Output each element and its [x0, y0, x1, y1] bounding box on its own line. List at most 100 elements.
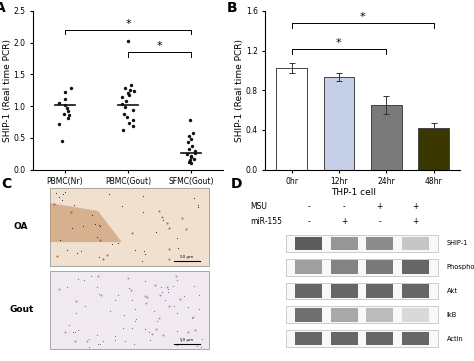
- Text: -: -: [307, 217, 310, 226]
- Text: 50 μm: 50 μm: [180, 255, 193, 258]
- Point: [118, 94, 126, 100]
- FancyBboxPatch shape: [366, 261, 393, 274]
- Point: [191, 149, 199, 155]
- Point: [129, 107, 137, 113]
- Text: MSU: MSU: [158, 193, 175, 202]
- Text: D: D: [230, 177, 242, 191]
- Point: [121, 104, 129, 110]
- Text: miR-155: miR-155: [251, 217, 283, 226]
- Point: [128, 82, 135, 88]
- Point: [125, 121, 132, 126]
- FancyBboxPatch shape: [286, 330, 438, 347]
- FancyBboxPatch shape: [366, 332, 393, 345]
- FancyBboxPatch shape: [295, 237, 322, 250]
- Text: IkB: IkB: [447, 312, 457, 318]
- Text: Gout: Gout: [9, 305, 34, 314]
- Text: MSU: MSU: [251, 202, 267, 211]
- FancyBboxPatch shape: [366, 308, 393, 322]
- Text: Phospho-Akt: Phospho-Akt: [447, 264, 474, 270]
- Text: THP-1 cell: THP-1 cell: [331, 187, 375, 196]
- Point: [124, 114, 131, 120]
- Point: [60, 111, 68, 117]
- Text: -: -: [378, 217, 381, 226]
- Text: *: *: [360, 12, 365, 22]
- Point: [123, 98, 130, 104]
- Text: +: +: [377, 202, 383, 211]
- Text: +: +: [341, 217, 347, 226]
- Point: [129, 117, 137, 123]
- Point: [119, 127, 127, 132]
- FancyBboxPatch shape: [331, 237, 357, 250]
- Point: [190, 156, 198, 162]
- Point: [65, 112, 73, 118]
- Point: [58, 138, 65, 144]
- FancyBboxPatch shape: [366, 237, 393, 250]
- Point: [64, 115, 72, 121]
- Point: [186, 117, 193, 123]
- Text: *: *: [125, 19, 131, 29]
- FancyBboxPatch shape: [286, 283, 438, 300]
- FancyBboxPatch shape: [295, 284, 322, 298]
- Bar: [276, 68, 307, 170]
- Text: Akt: Akt: [447, 288, 458, 294]
- Point: [129, 123, 137, 129]
- FancyBboxPatch shape: [295, 308, 322, 322]
- Point: [118, 101, 126, 106]
- FancyBboxPatch shape: [286, 235, 438, 252]
- Point: [187, 153, 194, 159]
- Point: [120, 111, 128, 117]
- Text: *: *: [336, 38, 342, 48]
- Text: Actin: Actin: [447, 335, 464, 342]
- Text: A: A: [0, 1, 6, 15]
- Text: OA: OA: [14, 222, 28, 231]
- Point: [183, 151, 191, 157]
- Point: [187, 136, 194, 142]
- Point: [130, 88, 137, 94]
- Text: C: C: [1, 177, 11, 191]
- Text: *: *: [157, 41, 163, 51]
- FancyBboxPatch shape: [286, 306, 438, 323]
- Text: +: +: [412, 202, 419, 211]
- FancyBboxPatch shape: [402, 332, 429, 345]
- Point: [124, 91, 131, 96]
- Point: [126, 92, 133, 97]
- Bar: [323, 77, 354, 170]
- Point: [190, 130, 197, 136]
- Point: [186, 159, 193, 165]
- FancyBboxPatch shape: [295, 332, 322, 345]
- Point: [63, 105, 71, 111]
- Bar: [371, 105, 401, 170]
- Point: [185, 133, 193, 139]
- Y-axis label: SHIP-1 (Real time PCR): SHIP-1 (Real time PCR): [3, 39, 12, 142]
- Point: [188, 143, 196, 148]
- Point: [185, 146, 192, 152]
- Point: [61, 103, 69, 108]
- Bar: [418, 128, 449, 170]
- Text: -: -: [307, 202, 310, 211]
- Point: [62, 89, 69, 95]
- FancyBboxPatch shape: [331, 332, 357, 345]
- FancyBboxPatch shape: [286, 259, 438, 276]
- Point: [127, 87, 134, 92]
- Point: [64, 108, 72, 113]
- Text: +: +: [412, 217, 419, 226]
- FancyBboxPatch shape: [331, 261, 357, 274]
- Polygon shape: [50, 203, 122, 242]
- FancyBboxPatch shape: [402, 284, 429, 298]
- FancyBboxPatch shape: [331, 284, 357, 298]
- FancyBboxPatch shape: [331, 308, 357, 322]
- Text: 50 μm: 50 μm: [180, 338, 193, 342]
- Point: [187, 154, 195, 160]
- Point: [55, 100, 63, 106]
- Text: SHIP-1: SHIP-1: [447, 240, 468, 247]
- Point: [187, 160, 195, 166]
- FancyBboxPatch shape: [295, 261, 322, 274]
- Text: B: B: [227, 1, 237, 15]
- Point: [125, 38, 132, 44]
- FancyBboxPatch shape: [402, 261, 429, 274]
- Point: [184, 139, 192, 145]
- Point: [61, 96, 69, 101]
- Point: [191, 148, 198, 154]
- Point: [55, 121, 63, 127]
- Y-axis label: SHIP-1 (Real time PCR): SHIP-1 (Real time PCR): [235, 39, 244, 142]
